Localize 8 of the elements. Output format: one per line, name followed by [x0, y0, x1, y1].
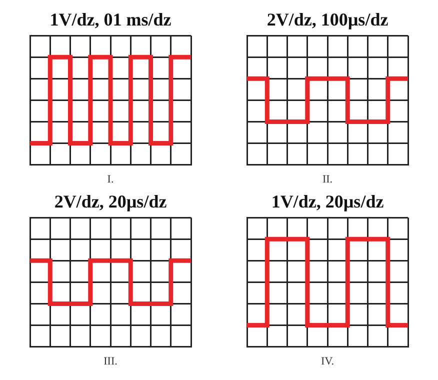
text: III.	[104, 355, 118, 368]
text: I.	[107, 173, 114, 186]
chart-title: 2V/dz, 20µs/dz	[54, 191, 167, 212]
chart-title: 1V/dz, 01 ms/dz	[50, 9, 172, 30]
text: II.	[322, 173, 333, 186]
chart-title: 1V/dz, 20µs/dz	[271, 191, 384, 212]
chart-title: 2V/dz, 100µs/dz	[266, 9, 388, 30]
text: IV.	[321, 355, 334, 368]
